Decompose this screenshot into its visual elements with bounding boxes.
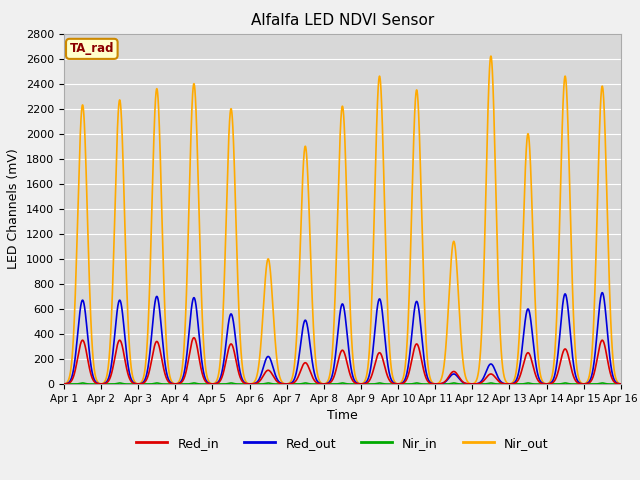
X-axis label: Time: Time	[327, 409, 358, 422]
Legend: Red_in, Red_out, Nir_in, Nir_out: Red_in, Red_out, Nir_in, Nir_out	[131, 432, 554, 455]
Title: Alfalfa LED NDVI Sensor: Alfalfa LED NDVI Sensor	[251, 13, 434, 28]
Text: TA_rad: TA_rad	[70, 42, 114, 55]
Y-axis label: LED Channels (mV): LED Channels (mV)	[8, 148, 20, 269]
